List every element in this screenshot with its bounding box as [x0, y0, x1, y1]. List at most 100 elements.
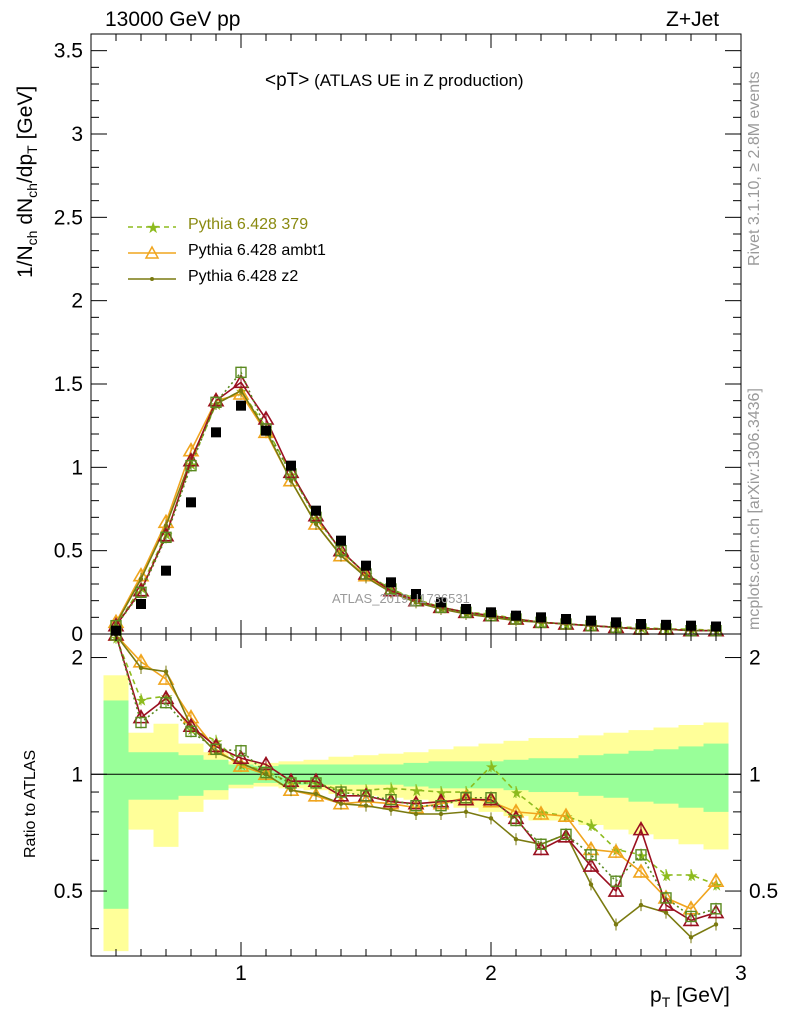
atlas-data-point: [161, 565, 171, 576]
marker-square: [560, 828, 572, 841]
marker-dot: [338, 801, 344, 806]
band-inner: [428, 761, 454, 789]
main-y-tick-label: 2.5: [54, 206, 83, 229]
band-inner: [578, 755, 604, 796]
marker-dot: [438, 811, 444, 817]
marker-star: ★: [660, 867, 673, 885]
marker-dot: [163, 523, 169, 528]
atlas-data-point: [611, 617, 621, 628]
atlas-data-point: [336, 535, 346, 546]
main-y-tick-label: 3: [71, 123, 83, 146]
axis-ticks: 1 2 3 0 0.5 1 1.5 2 2.5 3 3.5 0.5 0.5 1 1 2 2: [54, 33, 778, 985]
ratio-ylabel: Ratio to ATLAS: [22, 749, 39, 858]
ratio-y-tick-label-right: 2: [749, 647, 761, 670]
band-inner: [653, 749, 679, 804]
xlabel: pT [GeV]: [650, 984, 730, 1011]
band-inner: [528, 758, 554, 793]
marker-triangle: [482, 791, 500, 806]
atlas-data-point: [311, 505, 321, 516]
atlas-data-point: [411, 589, 421, 599]
atlas-data-point: [711, 621, 721, 632]
marker-square: [410, 799, 422, 812]
marker-square: [660, 892, 672, 904]
main-y-tick-label: 0.5: [54, 540, 83, 563]
marker-square: [135, 586, 147, 599]
marker-dot: [238, 388, 244, 393]
marker-square: [710, 903, 722, 915]
marker-triangle: [532, 840, 550, 856]
marker-triangle: [707, 903, 725, 919]
marker-triangle: [607, 843, 625, 858]
band-inner: [628, 750, 654, 802]
atlas-data-point: [586, 615, 596, 626]
series-layer: ★★★★★★★★★★★★★★★★★★★★★★★★★★★★★★★★★★★★★★★★…: [107, 366, 725, 944]
marker-square: [335, 786, 347, 798]
band-inner: [178, 755, 204, 796]
marker-dot: [138, 576, 144, 582]
marker-dot: [588, 882, 594, 887]
band-inner: [678, 746, 704, 808]
marker-square: [610, 875, 622, 887]
marker-square: [535, 838, 547, 850]
marker-triangle: [457, 791, 475, 806]
legend-label: Pythia 6.428 379: [188, 216, 309, 233]
legend-label: Pythia 6.428 z2: [188, 268, 299, 285]
marker-star: ★: [685, 867, 698, 885]
atlas-data-point: [386, 577, 396, 588]
marker-star: ★: [135, 691, 148, 709]
marker-star: ★: [585, 817, 598, 835]
marker-triangle: [232, 373, 250, 389]
x-tick-label: 3: [735, 962, 747, 985]
marker-dot: [313, 791, 319, 797]
main-y-tick-label: 1.5: [54, 373, 83, 396]
marker-square: [235, 366, 247, 379]
atlas-data-point: [536, 612, 546, 623]
main-y-tick-label: 2: [71, 290, 83, 313]
x-tick-label: 1: [235, 962, 247, 985]
x-tick-label: 2: [485, 962, 497, 985]
atlas-data-point: [236, 400, 246, 411]
atlas-data-point: [211, 427, 221, 438]
marker-square: [260, 766, 272, 779]
marker-dot: [513, 837, 519, 842]
atlas-data-point: [686, 620, 696, 631]
marker-square: [160, 696, 172, 709]
band-inner: [503, 759, 529, 791]
marker-star: ★: [510, 784, 523, 802]
marker-triangle: [707, 872, 725, 888]
atlas-data-point: [261, 425, 271, 436]
marker-dot: [613, 922, 619, 927]
legend-marker-dot-icon: [128, 277, 176, 281]
marker-triangle: [632, 821, 650, 836]
marker-square: [435, 799, 447, 812]
atlas-data-point: [561, 614, 571, 624]
marker-triangle: [657, 896, 675, 911]
marker-dot: [363, 803, 369, 808]
atlas-data-point: [186, 497, 196, 508]
legend-marker-star-icon: ★: [128, 218, 176, 237]
marker-star: ★: [485, 758, 498, 776]
marker-square: [510, 814, 522, 827]
marker-star: ★: [385, 780, 398, 798]
marker-square: [210, 396, 222, 409]
header-left: 13000 GeV pp: [105, 8, 241, 31]
marker-square: [285, 777, 297, 789]
marker-square: [685, 910, 697, 923]
rivet-label: Rivet 3.1.10, ≥ 2.8M events: [746, 71, 763, 266]
marker-dot: [413, 811, 419, 817]
atlas-data-point: [486, 607, 496, 618]
analysis-watermark: ATLAS_2019_I1736531: [332, 591, 470, 606]
marker-square: [185, 459, 197, 472]
marker-dot: [663, 910, 669, 915]
ratio-y-tick-label: 0.5: [54, 880, 83, 903]
marker-square: [585, 849, 597, 861]
atlas-data-point: [636, 619, 646, 629]
marker-square: [360, 790, 372, 802]
legend: ★ Pythia 6.428 379 Pythia 6.428 ambt1 Py…: [126, 214, 366, 292]
marker-star: ★: [435, 784, 448, 802]
marker-dot: [463, 809, 469, 815]
header-right: Z+Jet: [666, 8, 720, 31]
atlas-data-point: [661, 619, 671, 630]
marker-square: [310, 777, 322, 789]
